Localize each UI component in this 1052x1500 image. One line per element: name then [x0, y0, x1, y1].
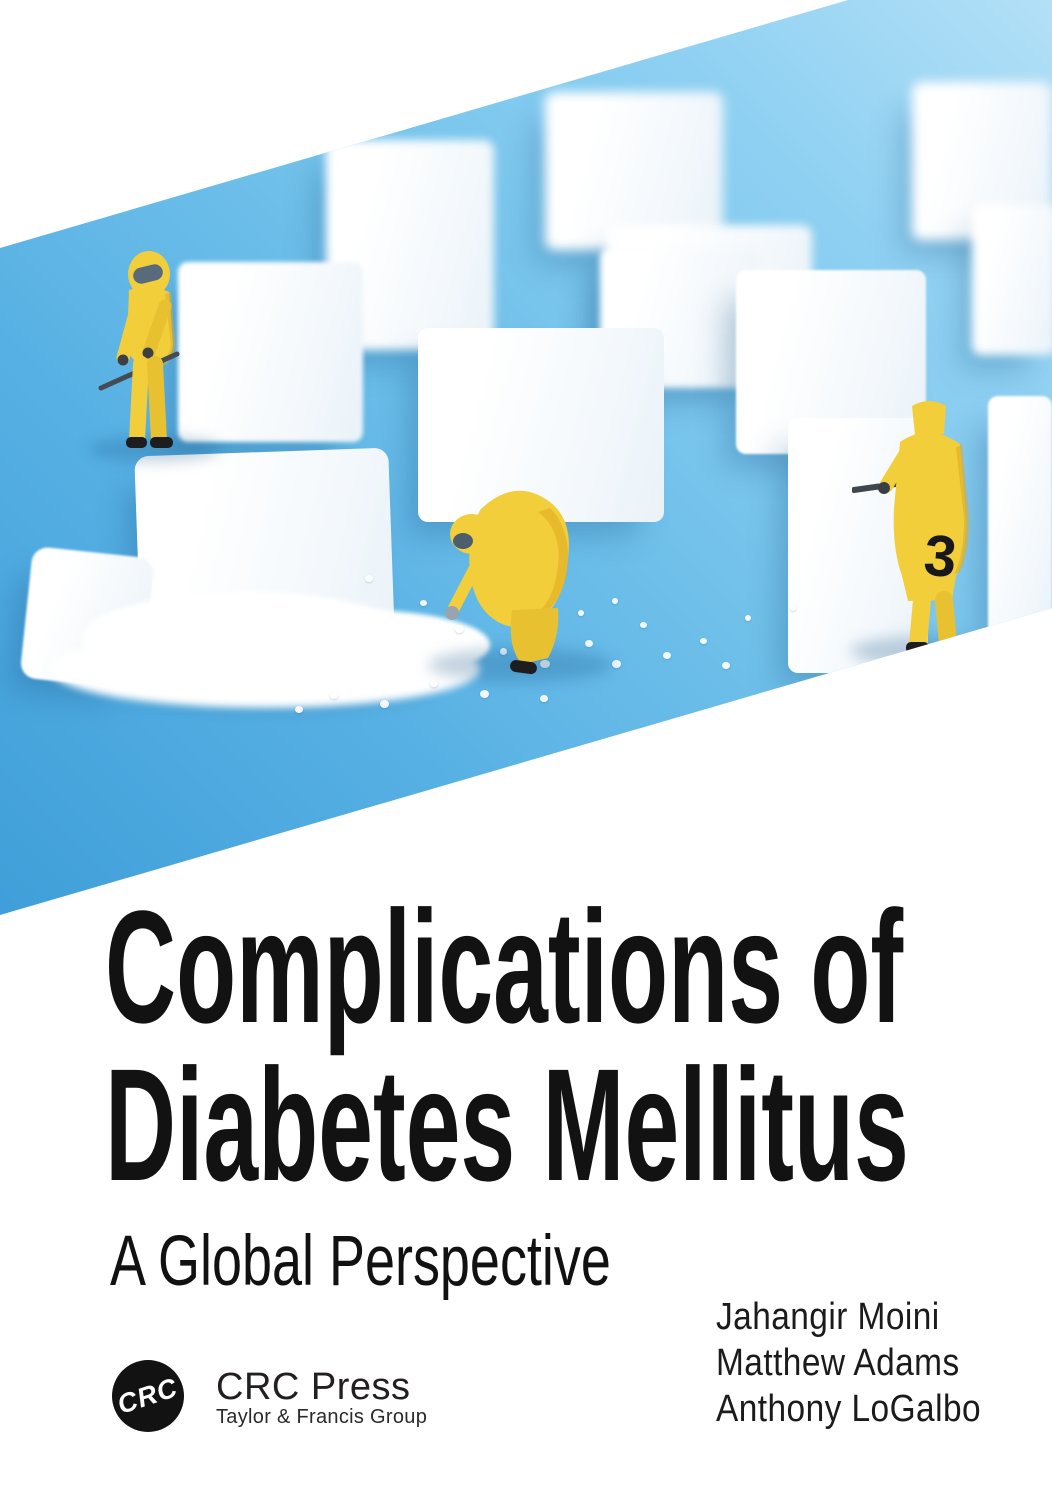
sugar-crystal: [640, 622, 647, 628]
sugar-crystal: [585, 640, 593, 647]
sugar-crystal: [500, 648, 507, 655]
author-list: Jahangir Moini Matthew Adams Anthony LoG…: [716, 1294, 981, 1432]
hazmat-figure-standing-left: [98, 251, 180, 448]
hazmat-figure-crouching: [445, 490, 569, 675]
sugar-crystal-pile: [230, 610, 490, 680]
sugar-crystal: [722, 662, 730, 669]
author-name: Anthony LoGalbo: [716, 1388, 982, 1430]
sugar-crystal: [420, 600, 427, 606]
sugar-crystal: [365, 575, 373, 582]
sugar-crystal: [745, 615, 751, 621]
sugar-cube: [988, 396, 1052, 642]
crc-logo-text: CRC: [113, 1371, 182, 1420]
cover-photo: 3: [0, 0, 1052, 915]
book-title-line1: Complications of: [105, 877, 904, 1056]
figure-badge-number: 3: [921, 523, 959, 591]
sugar-crystal: [480, 690, 489, 698]
sugar-crystal: [455, 625, 464, 633]
crc-press-logo: CRC: [112, 1360, 184, 1432]
sugar-crystal: [330, 692, 338, 699]
sugar-crystal: [700, 638, 707, 644]
hazmat-figure-back-right: 3: [852, 401, 970, 654]
publisher-block: CRC CRC Press Taylor & Francis Group: [112, 1358, 532, 1448]
sugar-cube: [418, 328, 664, 522]
sugar-cube: [972, 205, 1052, 355]
book-title-line2: Diabetes Mellitus: [105, 1035, 909, 1214]
sugar-cube: [178, 262, 363, 442]
book-subtitle: A Global Perspective: [110, 1222, 611, 1301]
book-title: Complications of Diabetes Mellitus: [105, 877, 909, 1214]
sugar-crystal: [663, 652, 671, 659]
sugar-crystal: [540, 660, 550, 668]
publisher-group: Taylor & Francis Group: [216, 1406, 428, 1428]
sugar-crystal: [540, 695, 548, 702]
sugar-crystal: [790, 605, 796, 611]
sugar-crystal: [295, 706, 303, 713]
publisher-name: CRC Press: [216, 1366, 411, 1408]
sugar-cube: [545, 92, 723, 250]
sugar-crystal: [578, 610, 584, 616]
sugar-crystal: [612, 660, 621, 668]
sugar-crystal: [380, 700, 389, 708]
author-name: Matthew Adams: [716, 1342, 960, 1384]
sugar-crystal: [612, 598, 618, 604]
sugar-crystal: [430, 680, 438, 687]
author-name: Jahangir Moini: [716, 1296, 940, 1338]
